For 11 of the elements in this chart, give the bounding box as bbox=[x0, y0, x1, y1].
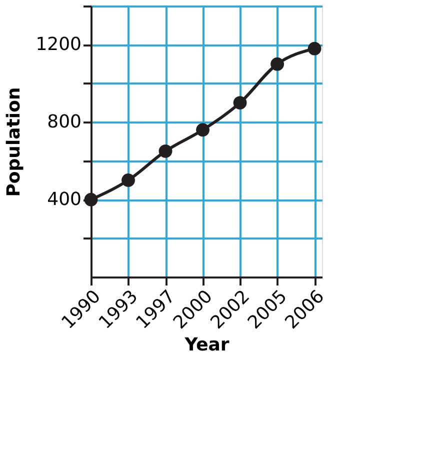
y-axis-title: Population bbox=[4, 87, 25, 197]
point bbox=[270, 57, 284, 71]
point bbox=[122, 174, 135, 187]
point bbox=[308, 42, 322, 56]
point bbox=[196, 123, 210, 137]
y-tick-label: 800 bbox=[47, 112, 82, 133]
x-axis-title: Year bbox=[184, 334, 230, 356]
point bbox=[233, 96, 247, 110]
point bbox=[158, 144, 172, 158]
y-tick-label: 1200 bbox=[36, 34, 82, 56]
y-tick-label: 400 bbox=[47, 189, 82, 210]
